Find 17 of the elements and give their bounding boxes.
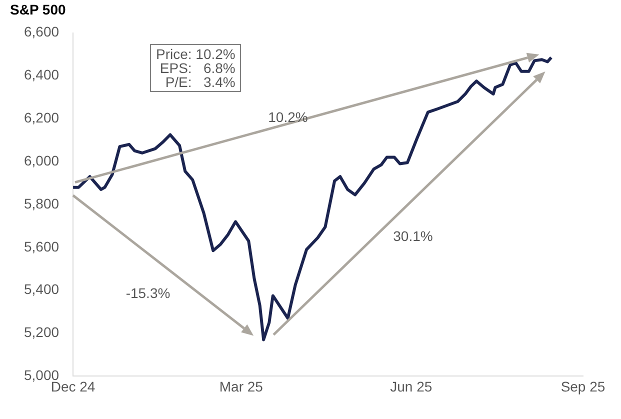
y-tick-label: 6,200 (24, 110, 60, 126)
y-tick-label: 5,200 (24, 324, 60, 340)
y-tick-label: 6,000 (24, 152, 60, 168)
y-tick-label: 5,000 (24, 367, 60, 384)
x-tick-label: Jun 25 (390, 378, 432, 394)
y-tick-label: 5,800 (24, 195, 60, 212)
y-tick-label: 6,400 (24, 66, 60, 83)
y-tick-label: 6,600 (24, 24, 60, 40)
chart-title: S&P 500 (10, 1, 66, 18)
x-tick-label: Sep 25 (560, 378, 606, 394)
annotation: Price: 10.2% EPS: 6.8% P/E: 3.4% (150, 44, 242, 92)
y-tick-label: 5,400 (24, 281, 60, 298)
annotation: 30.1% (393, 228, 433, 244)
x-tick-label: Mar 25 (219, 378, 264, 394)
annotation: 10.2% (268, 109, 308, 125)
annotation: -15.3% (126, 285, 170, 301)
y-tick-label: 5,600 (24, 238, 60, 254)
